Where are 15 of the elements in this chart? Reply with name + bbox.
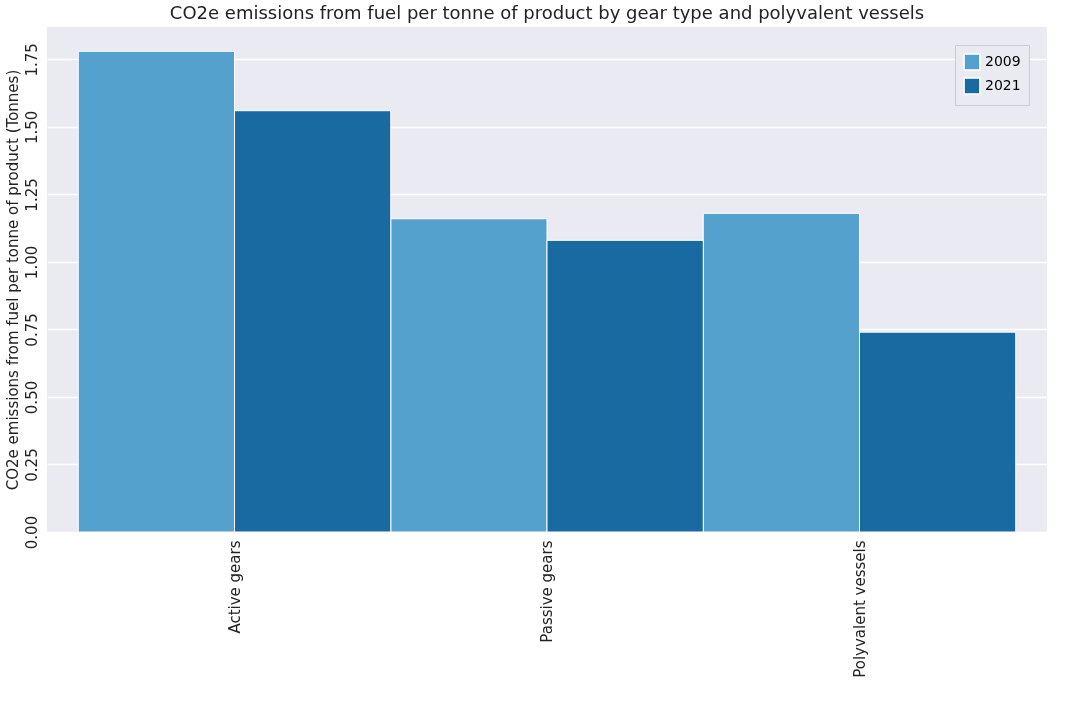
y-tick-label: 0.75 [22, 313, 41, 347]
y-tick-label: 0.50 [22, 380, 41, 415]
legend-label: 2021 [985, 77, 1021, 93]
y-axis-title: CO2e emissions from fuel per tonne of product (Tonnes) [3, 69, 22, 491]
x-tick-label: Polyvalent vessels [850, 540, 869, 678]
chart-title: CO2e emissions from fuel per tonne of product by gear type and polyvalent vessels [169, 2, 925, 23]
y-tick-label: 1.75 [22, 43, 41, 77]
x-tick-label: Passive gears [538, 540, 556, 643]
y-tick-label: 0.00 [22, 515, 41, 550]
y-tick-label: 1.25 [22, 178, 41, 212]
y-tick-label: 0.25 [22, 448, 41, 482]
y-tick-label: 1.50 [22, 110, 41, 145]
legend-label: 2009 [985, 53, 1021, 69]
x-tick-label: Active gears [225, 540, 244, 634]
y-tick-label: 1.00 [22, 245, 41, 280]
